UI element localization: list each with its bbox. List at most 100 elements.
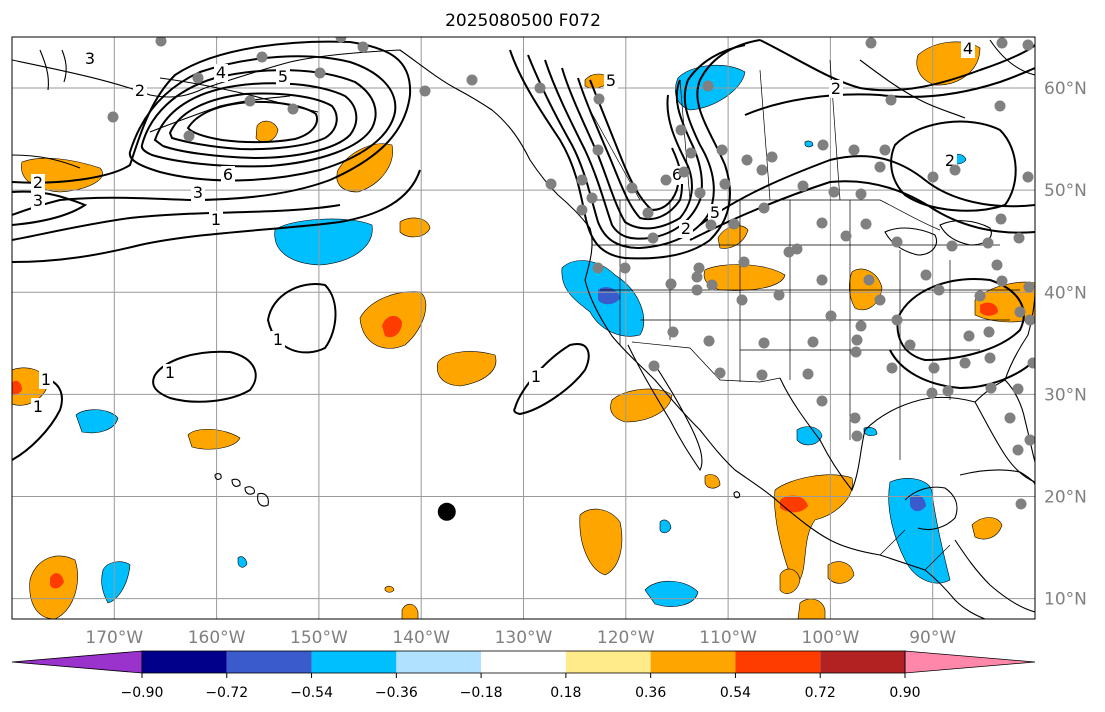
station-dot — [959, 357, 971, 369]
station-dot — [891, 314, 903, 326]
colorbar-frame — [141, 650, 906, 674]
contour-line — [12, 169, 421, 263]
station-dot — [817, 139, 829, 151]
station-dot — [1014, 306, 1026, 318]
shade-negative-region — [75, 409, 119, 434]
colorbar-segment — [735, 651, 821, 673]
station-dot — [592, 144, 604, 156]
contour-label-backdrop — [163, 364, 177, 382]
coastline — [859, 39, 1035, 119]
station-dot — [816, 217, 828, 229]
station-dot — [885, 94, 897, 106]
contour-line — [266, 283, 337, 354]
colorbar-segment — [142, 651, 227, 673]
station-dot — [851, 430, 863, 442]
station-dot — [716, 144, 728, 156]
latitude-tick-label: 60°N — [1044, 79, 1087, 99]
colorbar-extend-max — [904, 650, 1036, 674]
contour-line — [168, 92, 338, 151]
colorbar-tick-label: −0.72 — [205, 685, 248, 701]
island — [231, 478, 241, 487]
figure-title: 2025080500 F072 — [445, 11, 601, 31]
station-dot — [851, 334, 863, 346]
station-dot — [714, 367, 726, 379]
colorbar-segment — [226, 651, 312, 673]
contour-label-backdrop — [209, 211, 223, 229]
station-dot — [287, 103, 299, 115]
coastline — [904, 486, 958, 531]
contour-line — [527, 44, 746, 250]
station-dot — [183, 130, 195, 142]
colorbar-segment — [481, 651, 566, 673]
station-dot — [256, 51, 268, 63]
contour-label-backdrop — [214, 64, 228, 82]
station-dot — [891, 236, 903, 248]
station-dot — [244, 95, 256, 107]
station-dot — [996, 37, 1008, 49]
station-dot — [702, 80, 714, 92]
station-dot — [874, 294, 886, 306]
station-dot — [706, 279, 718, 291]
shade-positive-region — [704, 474, 721, 489]
coastline — [959, 469, 1035, 486]
coastline — [779, 377, 1035, 492]
shade-positive-region — [255, 120, 279, 143]
station-dot — [1027, 357, 1035, 369]
station-dot — [1024, 434, 1035, 446]
contour-label: 1 — [531, 367, 541, 386]
contour-line — [513, 343, 590, 416]
contour-label-backdrop — [829, 80, 843, 98]
latitude-tick-label: 50°N — [1044, 181, 1087, 201]
station-dot — [335, 37, 347, 43]
station-dot — [974, 290, 986, 302]
station-dot — [576, 204, 588, 216]
station-dot — [1022, 171, 1034, 183]
station-dot — [963, 330, 975, 342]
station-dot — [927, 171, 939, 183]
station-dot — [1012, 383, 1024, 395]
longitude-tick-label: 120°W — [597, 628, 655, 648]
station-dot — [693, 262, 705, 274]
shade-positive-region — [717, 225, 749, 249]
contour-line — [744, 67, 1035, 116]
shade-strong-positive-region — [12, 380, 22, 396]
station-dot — [766, 151, 778, 163]
station-dot — [545, 178, 557, 190]
contour-label-backdrop — [83, 50, 97, 68]
station-dot — [675, 124, 687, 136]
contour-line — [509, 39, 761, 260]
shade-negative-region — [659, 519, 672, 534]
station-dot — [192, 72, 204, 84]
shade-positive-region — [384, 585, 395, 593]
lake-shore — [884, 227, 937, 256]
contour-label-backdrop — [961, 40, 975, 58]
contour-line — [12, 40, 412, 216]
contour-label: 3 — [33, 191, 43, 210]
shade-negative-region — [644, 580, 699, 607]
province-border — [589, 59, 841, 201]
station-dot — [855, 320, 867, 332]
latitude-tick-label: 20°N — [1044, 487, 1087, 507]
longitude-tick-label: 170°W — [85, 628, 143, 648]
contour-label: 1 — [165, 363, 175, 382]
longitude-tick-label: 140°W — [392, 628, 450, 648]
longitude-tick-label: 90°W — [909, 628, 956, 648]
station-dot — [592, 262, 604, 274]
shade-negative-region — [237, 556, 248, 568]
station-dot — [995, 213, 1007, 225]
map-frame — [11, 36, 1036, 620]
station-dot — [728, 218, 740, 230]
coastline — [12, 154, 81, 169]
contour-line — [689, 180, 1035, 241]
coastline — [39, 49, 67, 91]
contour-label: 5 — [606, 71, 616, 90]
station-dot — [816, 395, 828, 407]
station-dot — [466, 74, 478, 86]
contour-line — [889, 349, 1035, 390]
station-dot — [985, 382, 997, 394]
shade-negative-region — [888, 478, 951, 584]
station-dot — [773, 289, 785, 301]
contour-label: 5 — [710, 203, 720, 222]
contour-label: 1 — [33, 397, 43, 416]
